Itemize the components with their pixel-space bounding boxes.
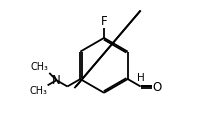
- Text: O: O: [153, 81, 162, 94]
- Text: F: F: [101, 15, 107, 28]
- Text: CH₃: CH₃: [31, 62, 49, 72]
- Text: N: N: [52, 74, 61, 87]
- Text: CH₃: CH₃: [29, 86, 47, 96]
- Text: H: H: [137, 73, 145, 83]
